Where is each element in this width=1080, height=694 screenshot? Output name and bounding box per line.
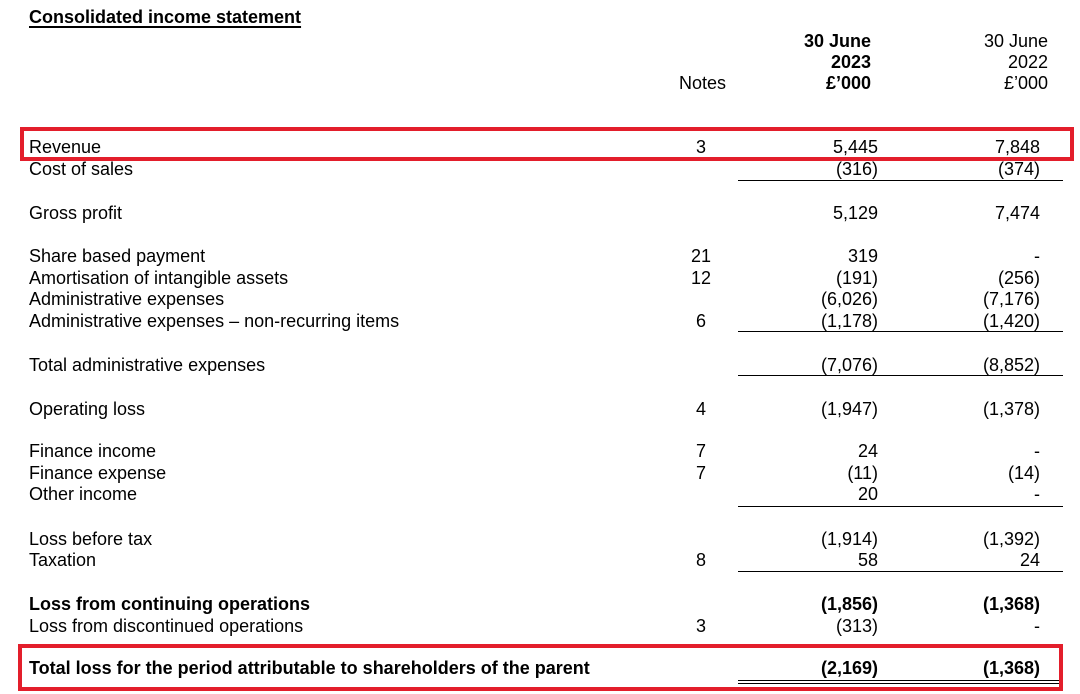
row-total-loss-for-period: Total loss for the period attributable t…: [29, 658, 1040, 678]
row-finance-income: Finance income 7 24-: [29, 441, 1040, 461]
row-gross-profit: Gross profit 5,129 7,474: [29, 203, 1040, 223]
subtotal-rule: [738, 375, 1063, 376]
total-double-rule: [738, 680, 1063, 684]
highlight-box-revenue: [20, 127, 1074, 161]
row-administrative-expenses: Administrative expenses (6,026) (7,176): [29, 289, 1040, 309]
notes-column-header: Notes: [678, 73, 726, 93]
row-revenue: Revenue 3 5,445 7,848: [29, 137, 1040, 157]
row-operating-loss: Operating loss 4 (1,947) (1,378): [29, 399, 1040, 419]
subtotal-rule: [738, 506, 1063, 507]
row-amortisation: Amortisation of intangible assets 12 (191)…: [29, 268, 1040, 288]
row-share-based-payment: Share based payment 21 319-: [29, 246, 1040, 266]
row-loss-discontinued-operations: Loss from discontinued operations 3 (313) -: [29, 616, 1040, 636]
subtotal-rule: [738, 331, 1063, 332]
subtotal-rule: [738, 180, 1063, 181]
column-header-2023: 30 June 2023 £’000: [803, 31, 871, 93]
column-header-2022: 30 June 2022 £’000: [983, 31, 1048, 93]
statement-title: Consolidated income statement: [29, 7, 302, 27]
row-total-admin-expenses: Total administrative expenses (7,076) (8,8…: [29, 355, 1040, 375]
row-finance-expense: Finance expense 7 (11) (14): [29, 463, 1040, 483]
highlight-box-total-loss: [18, 644, 1063, 691]
row-admin-non-recurring: Administrative expenses – non-recurring …: [29, 311, 1040, 331]
row-loss-continuing-operations: Loss from continuing operations (1,856) (1…: [29, 594, 1040, 614]
subtotal-rule: [738, 571, 1063, 572]
row-taxation: Taxation 8 58 24: [29, 550, 1040, 570]
row-loss-before-tax: Loss before tax (1,914) (1,392): [29, 529, 1040, 549]
row-other-income: Other income 20-: [29, 484, 1040, 504]
row-cost-of-sales: Cost of sales (316) (374): [29, 159, 1040, 179]
